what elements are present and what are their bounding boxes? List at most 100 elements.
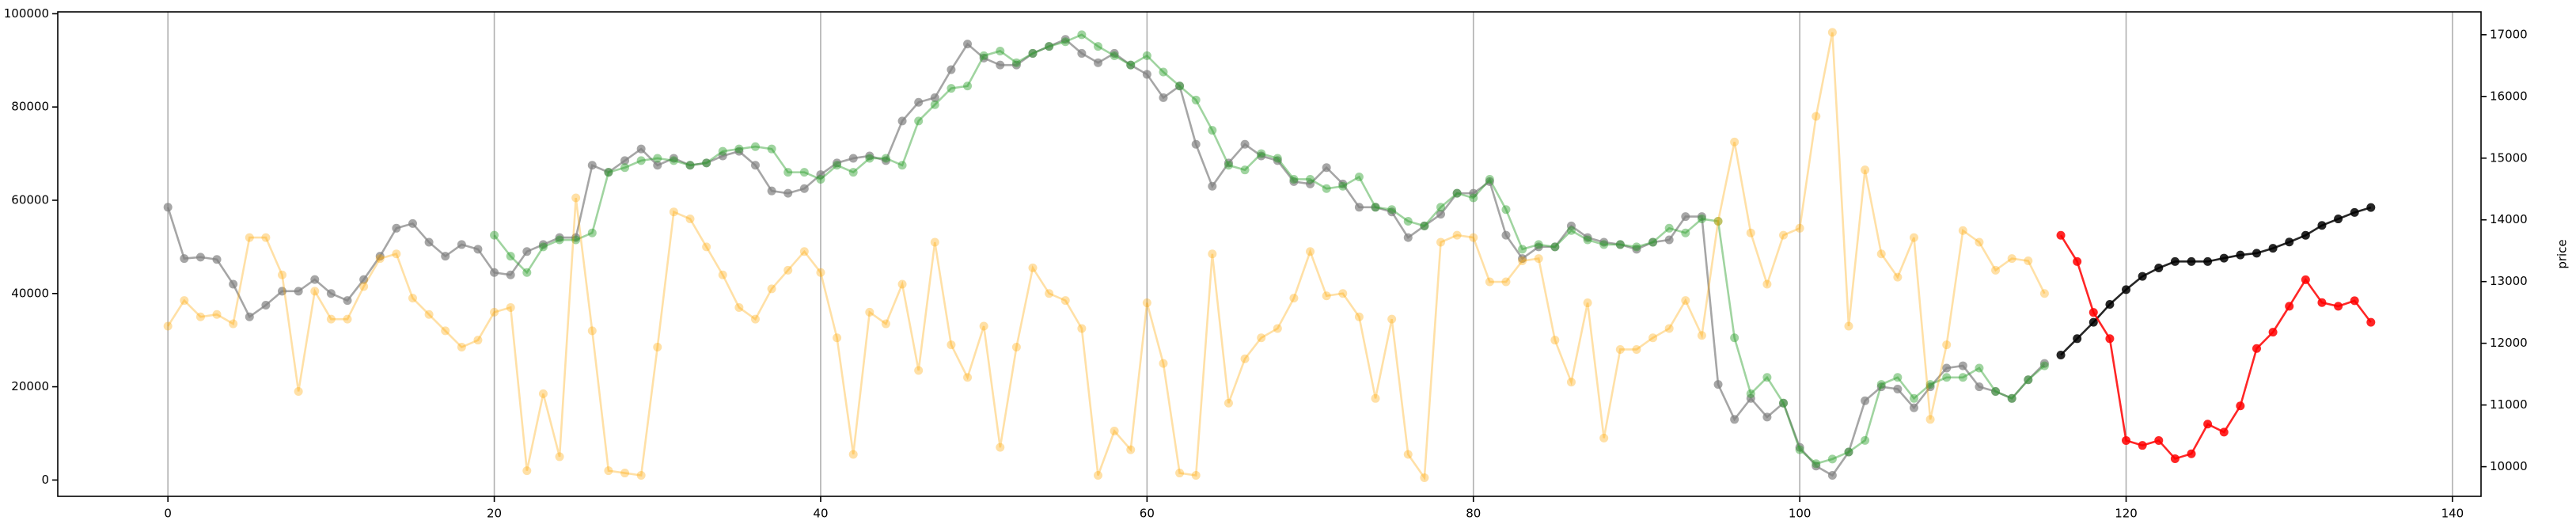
- point: [1975, 382, 1984, 392]
- point: [1077, 30, 1087, 40]
- point: [2073, 256, 2082, 266]
- point: [1942, 340, 1952, 350]
- point: [506, 270, 515, 279]
- point: [245, 233, 254, 242]
- point: [1257, 149, 1266, 158]
- series-line: [493, 33, 2046, 465]
- point: [408, 218, 417, 228]
- point: [1436, 210, 1446, 219]
- point: [1093, 470, 1102, 480]
- point: [1142, 298, 1151, 308]
- point: [1583, 298, 1592, 308]
- point: [1681, 228, 1690, 237]
- point: [2301, 275, 2310, 284]
- point: [359, 282, 369, 291]
- point: [685, 215, 695, 224]
- point: [294, 287, 303, 296]
- point: [636, 156, 646, 165]
- point: [1958, 361, 1967, 370]
- point: [1322, 184, 1331, 193]
- point: [2024, 375, 2033, 385]
- point: [522, 268, 532, 277]
- point: [1615, 344, 1625, 354]
- point: [620, 469, 630, 478]
- point: [1060, 37, 1070, 47]
- point: [2350, 207, 2359, 217]
- point: [1566, 221, 1576, 230]
- point: [1175, 469, 1185, 478]
- point: [1273, 324, 1282, 333]
- point: [996, 443, 1005, 452]
- point: [979, 53, 988, 63]
- point: [2007, 254, 2016, 264]
- point: [1746, 228, 1755, 237]
- point: [1110, 48, 1119, 58]
- point: [2024, 256, 2033, 266]
- point: [1485, 177, 1494, 186]
- point: [1534, 240, 1543, 249]
- point: [2024, 375, 2033, 385]
- point: [653, 154, 662, 163]
- point: [734, 302, 744, 312]
- point: [963, 40, 973, 49]
- point: [1371, 393, 1380, 403]
- point: [1224, 161, 1233, 170]
- point: [1142, 70, 1151, 79]
- point: [571, 233, 581, 242]
- point: [1779, 398, 1789, 408]
- y2-tick-label: 16000: [2490, 89, 2528, 103]
- point: [702, 242, 711, 252]
- point: [2317, 298, 2327, 307]
- point: [947, 84, 956, 93]
- point: [718, 270, 727, 279]
- point: [1289, 294, 1299, 303]
- point: [587, 161, 597, 170]
- point: [1045, 289, 1054, 298]
- point: [2334, 302, 2343, 311]
- point: [1812, 112, 1821, 121]
- point: [490, 307, 499, 317]
- point: [1861, 165, 1870, 175]
- point: [1925, 382, 1935, 392]
- point: [1191, 470, 1201, 480]
- point: [930, 100, 939, 109]
- point: [375, 252, 385, 261]
- point: [1045, 42, 1054, 51]
- point: [1991, 386, 2001, 396]
- point: [1599, 433, 1609, 443]
- point: [2105, 334, 2115, 344]
- x-tick-label: 80: [1466, 507, 1481, 521]
- point: [2366, 317, 2376, 327]
- point: [636, 144, 646, 154]
- point: [473, 245, 483, 254]
- point: [1289, 177, 1299, 186]
- point: [1387, 207, 1397, 217]
- point: [1420, 221, 1429, 230]
- point: [1664, 324, 1674, 333]
- point: [2088, 317, 2098, 327]
- point: [1844, 447, 1853, 457]
- point: [1060, 35, 1070, 44]
- point: [1893, 272, 1903, 282]
- point: [1306, 179, 1315, 188]
- point: [2039, 361, 2049, 370]
- point: [1991, 265, 2001, 275]
- point: [881, 154, 890, 163]
- point: [555, 452, 564, 462]
- point: [1861, 435, 1870, 445]
- point: [1583, 233, 1592, 242]
- point: [1028, 263, 1038, 272]
- point: [881, 156, 890, 165]
- point: [1126, 445, 1136, 454]
- point: [1730, 137, 1739, 146]
- point: [914, 366, 924, 375]
- point: [1469, 188, 1478, 198]
- point: [457, 343, 466, 352]
- y2-tick-label: 10000: [2490, 459, 2528, 473]
- point: [1795, 443, 1804, 452]
- point: [1681, 212, 1690, 222]
- point: [848, 450, 858, 459]
- y2-tick-label: 11000: [2490, 397, 2528, 412]
- point: [1224, 158, 1233, 168]
- point: [1371, 203, 1380, 212]
